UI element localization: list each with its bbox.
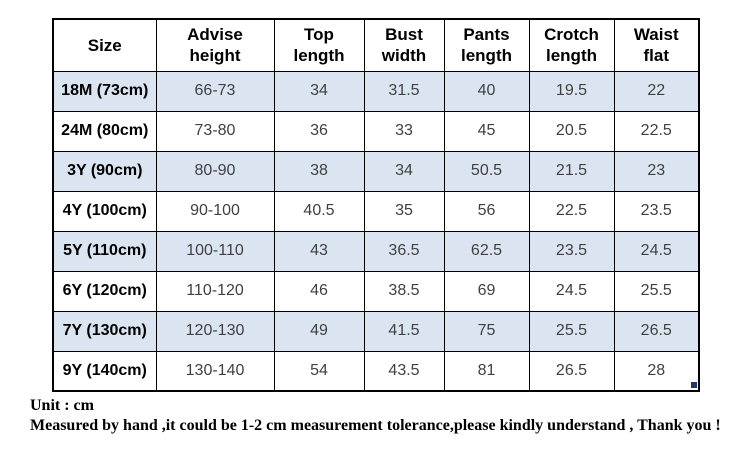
value-cell: 40 [443,70,530,112]
value-cell: 23.5 [528,230,615,272]
value-cell: 26.5 [613,310,700,352]
table-row: 5Y (110cm) 100-110 43 36.5 62.5 23.5 24.… [52,230,700,272]
value-cell: 28 [613,350,700,392]
value-cell: 43.5 [363,350,445,392]
column-header-pants-length: Pants length [443,18,530,72]
column-header-top-length: Top length [273,18,365,72]
value-cell: 33 [363,110,445,152]
value-cell: 22.5 [613,110,700,152]
value-cell: 90-100 [155,190,275,232]
unit-note: Unit : cm [30,397,94,414]
value-cell: 22 [613,70,700,112]
column-header-size: Size [52,18,157,72]
value-cell: 81 [443,350,530,392]
value-cell: 73-80 [155,110,275,152]
size-cell: 5Y (110cm) [52,230,157,272]
value-cell: 36.5 [363,230,445,272]
column-header-crotch-length: Crotch length [528,18,615,72]
value-cell: 34 [273,70,365,112]
value-cell: 120-130 [155,310,275,352]
table-row: 4Y (100cm) 90-100 40.5 35 56 22.5 23.5 [52,190,700,232]
size-chart-container: Size Advise height Top length Bust width Pa… [52,18,700,392]
value-cell: 100-110 [155,230,275,272]
value-cell: 43 [273,230,365,272]
value-cell: 50.5 [443,150,530,192]
value-cell: 54 [273,350,365,392]
value-cell: 35 [363,190,445,232]
value-cell: 38 [273,150,365,192]
value-cell: 110-120 [155,270,275,312]
value-cell: 69 [443,270,530,312]
value-cell: 23.5 [613,190,700,232]
value-cell: 41.5 [363,310,445,352]
value-cell: 24.5 [528,270,615,312]
table-row: 24M (80cm) 73-80 36 33 45 20.5 22.5 [52,110,700,152]
value-cell: 56 [443,190,530,232]
size-cell: 9Y (140cm) [52,350,157,392]
value-cell: 19.5 [528,70,615,112]
value-cell: 80-90 [155,150,275,192]
value-cell: 20.5 [528,110,615,152]
value-cell: 38.5 [363,270,445,312]
value-cell: 36 [273,110,365,152]
header-row: Size Advise height Top length Bust width Pa… [52,18,700,72]
column-header-bust-width: Bust width [363,18,445,72]
size-cell: 3Y (90cm) [52,150,157,192]
value-cell: 34 [363,150,445,192]
table-row: 3Y (90cm) 80-90 38 34 50.5 21.5 23 [52,150,700,192]
table-row: 6Y (120cm) 110-120 46 38.5 69 24.5 25.5 [52,270,700,312]
value-cell: 49 [273,310,365,352]
value-cell: 24.5 [613,230,700,272]
footer-notes: Unit : cm Measured by hand ,it could be … [30,396,745,436]
value-cell: 45 [443,110,530,152]
size-cell: 18M (73cm) [52,70,157,112]
value-cell: 130-140 [155,350,275,392]
size-cell: 4Y (100cm) [52,190,157,232]
value-cell: 75 [443,310,530,352]
value-cell: 25.5 [613,270,700,312]
size-cell: 6Y (120cm) [52,270,157,312]
size-chart-table: Size Advise height Top length Bust width Pa… [52,18,700,392]
column-header-advise-height: Advise height [155,18,275,72]
value-cell: 26.5 [528,350,615,392]
value-cell: 21.5 [528,150,615,192]
size-cell: 24M (80cm) [52,110,157,152]
value-cell: 66-73 [155,70,275,112]
tolerance-note: Measured by hand ,it could be 1-2 cm mea… [30,417,721,434]
table-resize-handle-icon [691,382,697,388]
value-cell: 25.5 [528,310,615,352]
value-cell: 62.5 [443,230,530,272]
table-row: 18M (73cm) 66-73 34 31.5 40 19.5 22 [52,70,700,112]
table-row: 7Y (130cm) 120-130 49 41.5 75 25.5 26.5 [52,310,700,352]
value-cell: 40.5 [273,190,365,232]
column-header-waist-flat: Waist flat [613,18,700,72]
value-cell: 31.5 [363,70,445,112]
size-cell: 7Y (130cm) [52,310,157,352]
value-cell: 23 [613,150,700,192]
value-cell: 46 [273,270,365,312]
table-row: 9Y (140cm) 130-140 54 43.5 81 26.5 28 [52,350,700,392]
value-cell: 22.5 [528,190,615,232]
